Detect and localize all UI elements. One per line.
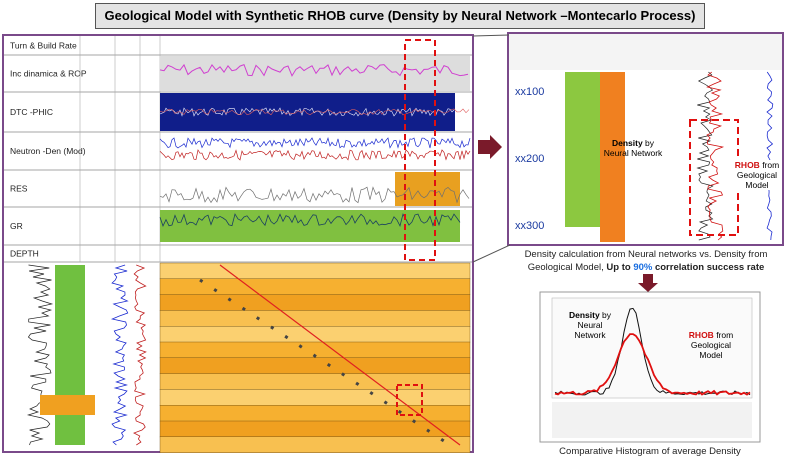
track-label: DEPTH: [10, 249, 39, 259]
depth-label: xx100: [515, 86, 544, 98]
caption-highlight: 90%: [633, 262, 652, 273]
zoom-header: [509, 34, 782, 70]
page: Turn & Build Rate Inc dinamica & ROP DTC -…: [0, 0, 788, 457]
depth-label: xx200: [515, 153, 544, 165]
gr-log: [55, 265, 85, 445]
zoom-caption: Density calculation from Neural networks…: [510, 248, 782, 274]
caption-bold: correlation success rate: [652, 262, 764, 273]
hist-legend: [552, 402, 752, 438]
caption-bold: Up to: [606, 262, 633, 273]
track-label: Neutron -Den (Mod): [10, 146, 86, 156]
geo-layer: [160, 389, 470, 405]
hist-rhob-label: RHOB from Geological Model: [680, 330, 742, 360]
geo-layer: [160, 263, 470, 279]
graphics: Turn & Build Rate Inc dinamica & ROP DTC -…: [0, 0, 788, 457]
geo-layer: [160, 421, 470, 437]
geo-layer: [160, 358, 470, 374]
geo-layer: [160, 405, 470, 421]
arrow-right: [478, 135, 502, 159]
geo-layer: [160, 310, 470, 326]
zoom-line: [473, 35, 510, 36]
hist-rhob-bold: RHOB: [689, 330, 714, 340]
zoom-line: [473, 245, 510, 262]
depth-label: xx300: [515, 220, 544, 232]
geo-layer: [160, 279, 470, 295]
geo-layer: [160, 374, 470, 390]
track-label: Turn & Build Rate: [10, 41, 77, 51]
title: Geological Model with Synthetic RHOB cur…: [95, 3, 705, 29]
nn-bold: Density: [612, 138, 643, 148]
geo-layer: [160, 437, 470, 453]
geo-layer: [160, 326, 470, 342]
track-label: GR: [10, 221, 23, 231]
arrow-down: [638, 274, 658, 292]
track-label: RES: [10, 184, 28, 194]
rhob-bold: RHOB: [735, 160, 760, 170]
geo-layer: [160, 295, 470, 311]
histogram-caption: Comparative Histogram of average Density: [540, 445, 760, 458]
nn-label: Density by Neural Network: [603, 138, 663, 158]
hist-nn-bold: Density: [569, 310, 600, 320]
track-label: Inc dinamica & ROP: [10, 69, 87, 79]
track-bg: [160, 56, 470, 91]
track-label: DTC -PHIC: [10, 107, 53, 117]
hist-nn-label: Density by Neural Network: [565, 310, 615, 340]
log-highlight: [40, 395, 95, 415]
zoom-gr: [565, 72, 600, 227]
rhob-label: RHOB from Geological Model: [732, 160, 782, 190]
